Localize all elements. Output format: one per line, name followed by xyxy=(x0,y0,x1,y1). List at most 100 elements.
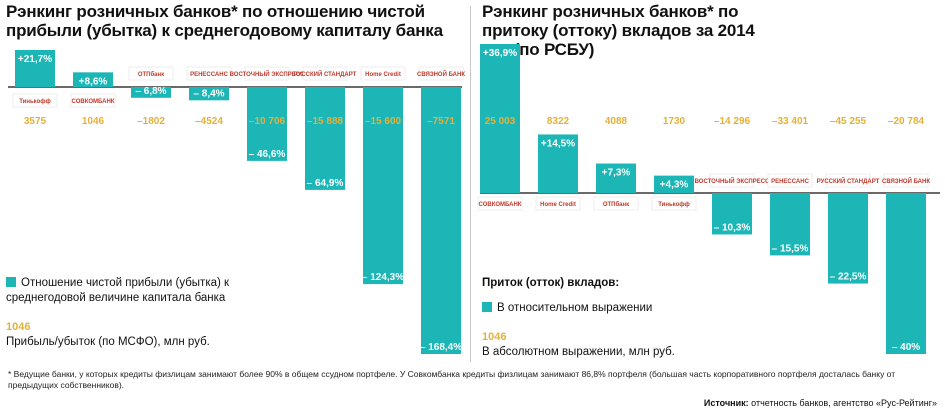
bar xyxy=(247,87,287,161)
chart-title-left: Рэнкинг розничных банков* по отношению ч… xyxy=(6,2,443,40)
footnote: * Ведущие банки, у которых кредиты физли… xyxy=(8,369,896,390)
pct-label: – 40% xyxy=(892,342,920,353)
legend-pct-label: В относительном выражении xyxy=(497,302,653,314)
bank-logo-frame xyxy=(883,173,929,188)
bank-logo-label: Тинькофф xyxy=(19,98,51,105)
bar xyxy=(770,193,810,256)
bank-logo-frame xyxy=(709,173,755,188)
bar xyxy=(363,87,403,285)
abs-label: –10 706 xyxy=(249,116,286,127)
abs-label: 3575 xyxy=(24,116,47,127)
bank-logo-label: РУССКИЙ СТАНДАРТ xyxy=(294,70,357,78)
bank-logo-label: Home Credit xyxy=(365,72,401,78)
pct-label: +14,5% xyxy=(541,138,575,149)
abs-label: 25 003 xyxy=(485,116,516,127)
bank-logo-label: РЕНЕССАНС xyxy=(190,72,229,78)
source: Источник: отчетность банков, агентство «… xyxy=(704,398,937,408)
bank-logo-label: ОТПбанк xyxy=(603,201,629,208)
bank-logo-frame xyxy=(418,66,464,81)
pct-label: – 22,5% xyxy=(830,272,867,283)
bank-logo-label: СОВКОМБАНК xyxy=(479,202,522,208)
bar xyxy=(73,72,113,87)
legend-swatch xyxy=(6,277,16,287)
bank-logo-label: ВОСТОЧНЫЙ ЭКСПРЕСС xyxy=(695,177,770,185)
legend-abs-sample: 1046 xyxy=(6,321,31,333)
bar xyxy=(189,87,229,101)
bank-logo-frame xyxy=(477,196,523,211)
bank-logo-label: ОТПбанк xyxy=(138,71,164,78)
bank-logo-frame xyxy=(535,196,581,211)
legend-item-pct: Отношение чистой прибыли (убытка) к сред… xyxy=(6,276,246,306)
legend-abs-label: Прибыль/убыток (по МСФО), млн руб. xyxy=(6,336,210,348)
bar xyxy=(421,87,461,354)
bank-logo-frame xyxy=(767,173,813,188)
abs-label: –7571 xyxy=(427,116,455,127)
abs-label: –4524 xyxy=(195,116,223,127)
bank-logo-label: Home Credit xyxy=(540,202,576,208)
pct-label: +21,7% xyxy=(18,54,52,65)
legend-left: Отношение чистой прибыли (убытка) к сред… xyxy=(6,276,246,350)
legend-abs-label: В абсолютном выражении, млн руб. xyxy=(482,346,675,358)
source-label: Источник: xyxy=(703,398,749,408)
bank-logo-label: РУССКИЙ СТАНДАРТ xyxy=(817,177,880,185)
bank-logo-frame xyxy=(244,66,290,81)
pct-label: – 6,8% xyxy=(135,86,166,97)
pct-label: – 124,3% xyxy=(362,272,404,283)
abs-label: –1802 xyxy=(137,116,165,127)
legend-item-abs: 1046 Прибыль/убыток (по МСФО), млн руб. xyxy=(6,320,246,350)
panel-deposit-flow: Рэнкинг розничных банков* по притоку (от… xyxy=(474,0,945,364)
bar xyxy=(886,193,926,354)
bank-logo-frame xyxy=(128,66,174,81)
pct-label: – 168,4% xyxy=(420,342,462,353)
pct-label: +8,6% xyxy=(79,76,108,87)
chart-right: +36,9% 25 003 СОВКОМБАНК +14,5% 8322 Home Cre… xyxy=(477,44,940,354)
abs-label: 1730 xyxy=(663,116,686,127)
pct-label: – 15,5% xyxy=(772,243,809,254)
bank-logo-frame xyxy=(593,196,639,211)
panel-divider xyxy=(470,6,471,362)
panel-profit-to-capital: Рэнкинг розничных банков* по отношению ч… xyxy=(0,0,468,364)
bar xyxy=(15,50,55,87)
pct-label: – 46,6% xyxy=(249,149,286,160)
pct-label: – 8,4% xyxy=(193,88,224,99)
source-text: отчетность банков, агентство «Рус-Рейтин… xyxy=(751,398,937,408)
abs-label: 1046 xyxy=(82,116,105,127)
pct-label: – 64,9% xyxy=(307,178,344,189)
pct-label: +4,3% xyxy=(660,180,689,191)
bank-logo-label: СОВКОМБАНК xyxy=(72,99,115,105)
pct-label: +7,3% xyxy=(602,168,631,179)
bar xyxy=(305,87,345,190)
abs-label: –33 401 xyxy=(772,116,809,127)
bank-logo-frame xyxy=(70,93,116,108)
bar xyxy=(538,134,578,193)
abs-label: 4088 xyxy=(605,116,628,127)
legend-right-title: Приток (отток) вкладов: xyxy=(482,277,620,289)
pct-label: +36,9% xyxy=(483,48,517,59)
legend-right: Приток (отток) вкладов: В относительном … xyxy=(482,276,712,360)
legend-pct-label: Отношение чистой прибыли (убытка) к сред… xyxy=(6,277,230,304)
chart-left: +21,7% 3575 Тинькофф +8,6% 1046 СОВКОМБАНК – 6… xyxy=(8,50,465,354)
pct-label: – 10,3% xyxy=(714,222,751,233)
bank-logo-frame xyxy=(825,173,871,188)
abs-label: –45 255 xyxy=(830,116,867,127)
abs-label: –20 784 xyxy=(888,116,925,127)
abs-label: –14 296 xyxy=(714,116,751,127)
bank-logo-label: СВЯЗНОЙ БАНК xyxy=(882,177,930,185)
bar xyxy=(654,175,694,193)
bar xyxy=(131,87,171,98)
abs-label: 8322 xyxy=(547,116,570,127)
bar xyxy=(712,193,752,235)
legend-swatch xyxy=(482,302,492,312)
bank-logo-frame xyxy=(12,93,58,108)
abs-label: –15 600 xyxy=(365,116,402,127)
bank-logo-label: СВЯЗНОЙ БАНК xyxy=(417,70,465,78)
bank-logo-label: РЕНЕССАНС xyxy=(771,179,810,185)
bank-logo-label: ВОСТОЧНЫЙ ЭКСПРЕСС xyxy=(230,70,305,78)
bank-logo-frame xyxy=(360,66,406,81)
legend-abs-sample: 1046 xyxy=(482,331,507,343)
legend-item-abs: 1046 В абсолютном выражении, млн руб. xyxy=(482,330,712,360)
bank-logo-frame xyxy=(186,66,232,81)
legend-item-pct: В относительном выражении xyxy=(482,301,712,316)
abs-label: –15 888 xyxy=(307,116,344,127)
bank-logo-frame xyxy=(302,66,348,81)
